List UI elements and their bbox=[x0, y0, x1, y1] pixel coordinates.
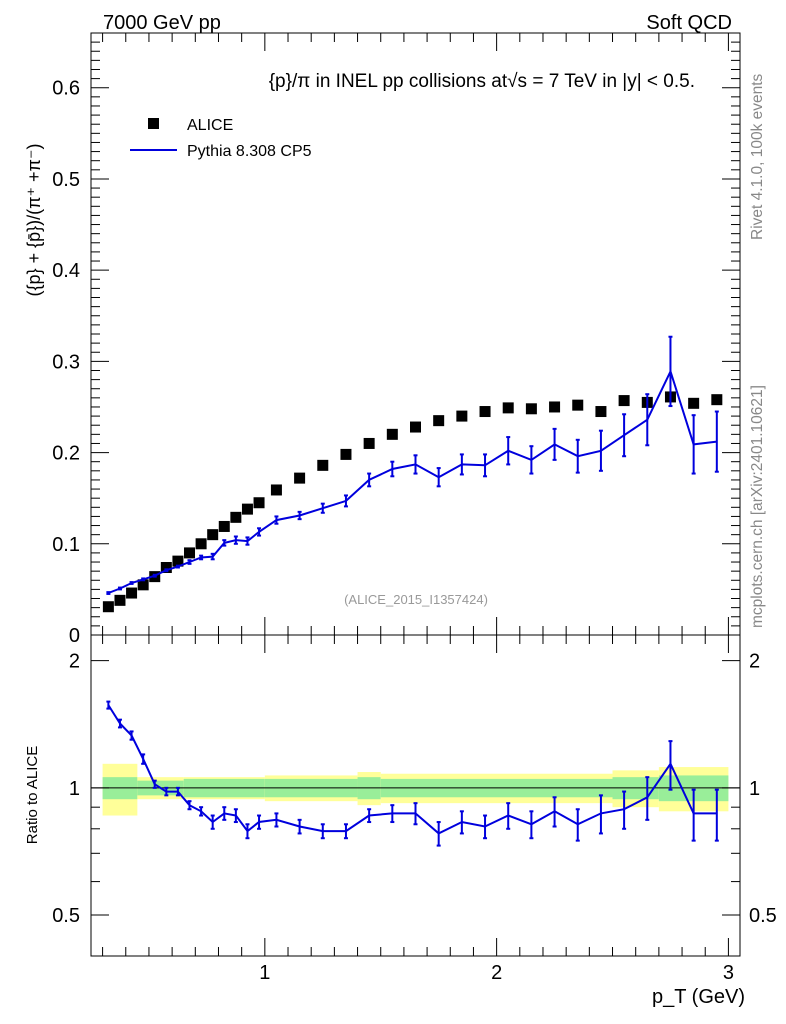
alice-data-point bbox=[433, 415, 445, 427]
main-chart-layer: 0 0.1 0.2 0.3 0.4 0.5 0.6 bbox=[52, 32, 740, 647]
main-y-tick-label: 0.1 bbox=[52, 534, 80, 556]
alice-data-point bbox=[230, 511, 242, 523]
alice-data-point bbox=[479, 406, 491, 418]
legend-pythia-label: Pythia 8.308 CP5 bbox=[187, 143, 312, 160]
alice-data-point bbox=[502, 402, 514, 414]
header-energy: 7000 GeV pp bbox=[103, 12, 221, 34]
alice-data-point bbox=[549, 401, 561, 413]
ratio-y-tick-label: 1 bbox=[69, 778, 80, 800]
alice-data-point bbox=[241, 503, 253, 515]
alice-data-point bbox=[137, 579, 149, 591]
alice-data-point bbox=[102, 601, 114, 613]
header-category: Soft QCD bbox=[646, 12, 732, 34]
alice-data-point bbox=[207, 529, 219, 541]
main-y-tick-label: 0.2 bbox=[52, 443, 80, 465]
ratio-x-tick-label: 3 bbox=[723, 962, 734, 984]
main-y-tick-label: 0.4 bbox=[52, 260, 80, 282]
alice-data-point bbox=[688, 397, 700, 409]
alice-data-point bbox=[340, 448, 352, 460]
ratio-x-tick-label: 1 bbox=[259, 962, 270, 984]
main-y-tick-label: 0 bbox=[69, 625, 80, 647]
alice-data-point bbox=[410, 421, 421, 433]
ratio-y-axis-label: Ratio to ALICE bbox=[24, 746, 41, 844]
main-title: {p}/π in INEL pp collisions at√s = 7 TeV… bbox=[269, 71, 695, 92]
pythia-series-line bbox=[108, 368, 717, 594]
analysis-watermark: (ALICE_2015_I1357424) bbox=[344, 592, 488, 607]
ratio-x-tick-label: 2 bbox=[491, 962, 502, 984]
ratio-chart-layer: 0.5 0.5 1 1 2 2 1 2 3 bbox=[52, 635, 777, 984]
ratio-y-axis-label-text: Ratio to ALICE bbox=[24, 746, 41, 844]
alice-data-point bbox=[618, 395, 630, 407]
alice-data-point bbox=[218, 520, 230, 532]
main-y-axis-label-text: ({p} + {p̄})/(π⁺ +π⁻) bbox=[24, 144, 44, 297]
alice-data-point bbox=[270, 484, 282, 496]
ratio-y-tick-label-right: 1 bbox=[749, 778, 760, 800]
ratio-y-tick-label: 2 bbox=[69, 651, 80, 673]
alice-data-point bbox=[114, 594, 126, 606]
alice-data-point bbox=[572, 399, 584, 411]
alice-data-point bbox=[172, 555, 184, 567]
legend: ALICE Pythia 8.308 CP5 bbox=[130, 117, 312, 160]
rivet-label: Rivet 4.1.0, 100k events bbox=[749, 73, 766, 240]
ratio-y-tick-label-right: 2 bbox=[749, 651, 760, 673]
ratio-y-tick-label-right: 0.5 bbox=[749, 905, 777, 927]
legend-alice-label: ALICE bbox=[187, 117, 233, 134]
ratio-series-line bbox=[107, 704, 717, 835]
mcplots-label: mcplots.cern.ch [arXiv:2401.10621] bbox=[749, 385, 766, 628]
alice-data-point bbox=[195, 538, 207, 550]
alice-data-point bbox=[386, 428, 398, 440]
alice-data-point bbox=[525, 403, 537, 415]
main-y-axis-label: ({p} + {p̄})/(π⁺ +π⁻) bbox=[24, 144, 44, 297]
alice-data-point bbox=[126, 587, 138, 599]
alice-data-point bbox=[363, 437, 375, 449]
ratio-y-tick-label: 0.5 bbox=[52, 905, 80, 927]
alice-data-point bbox=[595, 406, 607, 418]
alice-data-point bbox=[184, 547, 196, 559]
main-y-tick-label: 0.3 bbox=[52, 351, 80, 373]
alice-data-point bbox=[253, 497, 265, 509]
ratio-plot-frame bbox=[90, 634, 741, 957]
alice-data-point bbox=[711, 394, 723, 406]
alice-data-point bbox=[160, 562, 172, 574]
alice-data-point bbox=[294, 472, 306, 484]
x-axis-label: p_T (GeV) bbox=[652, 986, 745, 1008]
alice-data-point bbox=[456, 410, 468, 422]
main-y-tick-label: 0.5 bbox=[52, 169, 80, 191]
legend-alice-marker bbox=[148, 118, 159, 129]
main-y-tick-label: 0.6 bbox=[52, 78, 80, 100]
alice-data-point bbox=[317, 459, 329, 471]
